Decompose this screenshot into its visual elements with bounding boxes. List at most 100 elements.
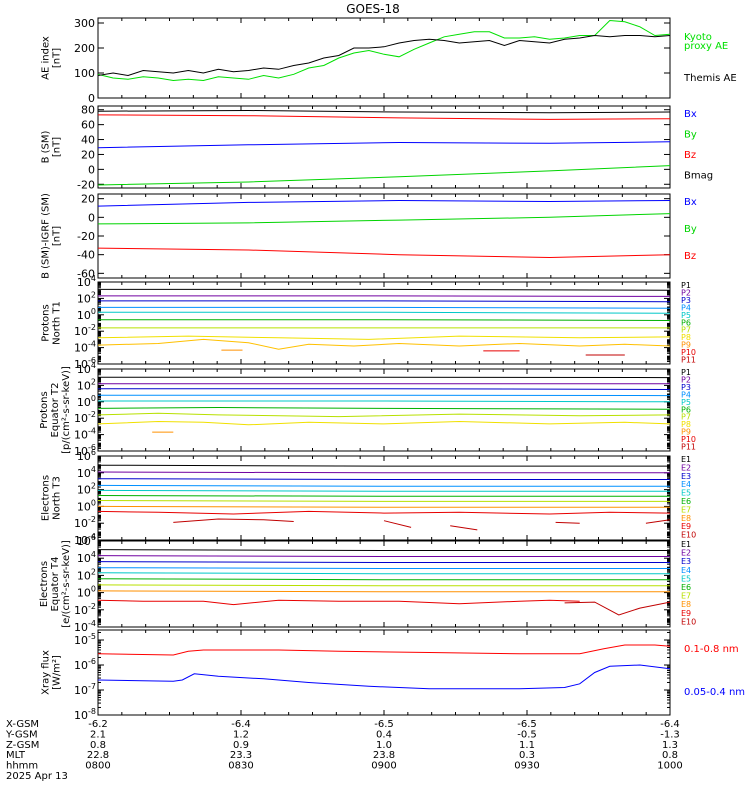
series-line-bx (98, 141, 670, 149)
y-tick-label: 102 (77, 482, 96, 497)
legend-item: E4 (681, 480, 691, 489)
series-line-p4 (98, 306, 670, 309)
x-tick-label: 0.4 (376, 729, 392, 740)
series-line-p6 (98, 319, 670, 321)
series-line-p6 (98, 406, 670, 410)
x-tick-label: 1.2 (233, 729, 249, 740)
x-tick-label: 1000 (657, 761, 682, 772)
y-tick-label: 100 (77, 394, 96, 409)
y-axis-label: North T1 (52, 301, 63, 345)
series-line-p7 (98, 412, 670, 418)
y-tick-label: -40 (77, 249, 95, 262)
series-line-bz (98, 247, 670, 259)
panel-frame (97, 105, 671, 189)
legend-item: E8 (681, 600, 691, 609)
legend-item: E2 (681, 549, 691, 558)
y-tick-label: 100 (74, 67, 95, 80)
x-row-label: hhmm (6, 761, 38, 772)
series-line-e7 (98, 500, 670, 502)
x-tick-label: 2.1 (90, 729, 106, 740)
y-tick-label: -60 (77, 267, 95, 280)
series-line-e5 (98, 489, 670, 492)
legend-item: Bx (684, 109, 697, 120)
legend-item: P1 (681, 368, 691, 377)
y-tick-label: 10-4 (74, 619, 96, 634)
y-tick-label: -20 (77, 230, 95, 243)
x-tick-label: -6.5 (517, 719, 537, 730)
legend-item: E9 (681, 609, 691, 618)
series-line-by (98, 213, 670, 225)
series-line-e8 (98, 505, 670, 508)
legend-item: E8 (681, 514, 691, 523)
legend-item: E7 (681, 592, 691, 601)
y-tick-label: 60 (81, 119, 95, 132)
legend-item: E1 (681, 540, 691, 549)
series-line-e4 (98, 484, 670, 487)
legend-item: Kyoto (684, 32, 712, 43)
series-line-e1 (98, 464, 670, 467)
panel-frame (97, 629, 671, 716)
series-line-e9 (98, 599, 580, 606)
legend-item: E5 (681, 489, 691, 498)
legend-item: E6 (681, 497, 691, 506)
panel-frame (97, 281, 671, 365)
legend-item: P2 (681, 288, 691, 297)
legend-item: proxy AE (684, 41, 728, 52)
series-line-0-05-0-4-nm (98, 664, 670, 690)
x-tick-label: 1.3 (662, 740, 678, 751)
x-tick-label: -0.5 (517, 729, 537, 740)
series-line-bz (98, 114, 670, 120)
series-line-e5 (98, 572, 670, 575)
legend-item: E5 (681, 574, 691, 583)
panel-frame (97, 368, 671, 452)
legend-item: P8 (681, 333, 691, 342)
y-tick-label: 10-2 (74, 410, 96, 425)
y-axis-label: Protons (39, 391, 50, 428)
legend-item: 0.05-0.4 nm (684, 687, 745, 698)
series-line-bmag (98, 109, 670, 114)
y-tick-label: 102 (77, 567, 96, 582)
y-tick-label: 100 (77, 498, 96, 513)
y-tick-label: 300 (74, 17, 95, 30)
series-line-e10 (564, 601, 670, 616)
y-tick-label: 10-2 (74, 323, 96, 338)
x-axis-labels: X-GSM -6.2 -6.4 -6.5 -6.5 -6.4 Y-GSM 2.1 1.2 0.4 -… (5, 719, 683, 782)
y-tick-label: 20 (81, 193, 95, 206)
y-tick-label: 10-4 (74, 532, 96, 547)
series-line-e3 (98, 478, 670, 480)
legend-item: E2 (681, 463, 691, 472)
date-label: 2025 Apr 13 (6, 771, 68, 782)
legend-item: E3 (681, 472, 691, 481)
series-line-e6 (98, 578, 670, 581)
y-axis-label: Equator T4 (50, 557, 61, 612)
legend-item: P1 (681, 281, 691, 290)
series-line-p8 (98, 335, 670, 340)
legend-item: P7 (681, 326, 691, 335)
y-tick-label: 10-6 (74, 356, 96, 371)
y-axis-label: [W/m²] (52, 655, 63, 690)
y-tick-label: 0 (88, 211, 95, 224)
y-axis-label: Electrons (41, 475, 52, 521)
legend-item: Bmag (684, 171, 713, 182)
y-tick-label: 0 (88, 92, 95, 105)
y-tick-label: 80 (81, 104, 95, 117)
legend-item: E3 (681, 557, 691, 566)
y-tick-label: 104 (77, 361, 96, 376)
series-line-e1 (98, 549, 670, 551)
series-line-e10d (555, 521, 580, 524)
x-tick-label: 0.8 (662, 750, 678, 761)
x-tick-label: 23.3 (230, 750, 252, 761)
series-line-e6 (98, 495, 670, 497)
x-tick-label: -1.3 (660, 729, 680, 740)
y-tick-label: 100 (77, 307, 96, 322)
x-tick-label: 1.1 (519, 740, 535, 751)
y-axis-label: [nT] (52, 48, 63, 68)
series-line-p2 (98, 295, 670, 297)
legend-item: E10 (681, 617, 696, 626)
x-tick-label: 0800 (85, 761, 110, 772)
